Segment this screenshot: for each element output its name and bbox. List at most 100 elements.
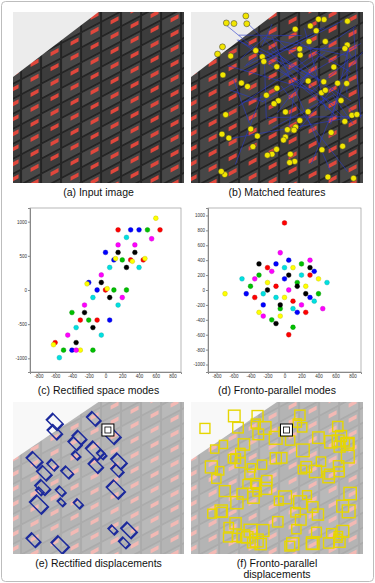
rack-light <box>13 144 19 152</box>
scatter-point <box>99 280 104 285</box>
feature-point <box>261 58 267 64</box>
displacement-box <box>88 458 103 473</box>
rack-light <box>191 114 197 122</box>
feature-point <box>307 23 313 29</box>
rack-light <box>249 172 257 180</box>
displacement-box <box>68 437 82 451</box>
rack-light <box>329 160 337 168</box>
rack-unit <box>182 75 184 99</box>
x-tick: 600 <box>153 372 161 379</box>
displacement-box <box>37 466 52 481</box>
rack-light <box>171 59 179 67</box>
match-line <box>237 40 309 77</box>
scatter-point <box>278 314 283 319</box>
rack-light <box>51 93 59 101</box>
rack-unit <box>182 150 184 174</box>
scatter-point <box>130 259 135 264</box>
x-tick-label: 600 <box>153 374 161 379</box>
rack-light <box>171 134 179 142</box>
displacement-box <box>228 410 240 422</box>
displacement-box <box>237 489 248 500</box>
rack-unit <box>182 120 184 144</box>
feature-point <box>354 111 360 117</box>
scatter-point <box>85 281 90 286</box>
scatter-point <box>252 276 257 281</box>
y-tick-mark <box>206 290 208 291</box>
rack-light <box>269 42 277 50</box>
rack-unit <box>340 160 359 183</box>
scatter-point <box>223 291 228 296</box>
rack-light <box>289 136 297 144</box>
photo <box>191 12 363 183</box>
rack-unit <box>42 179 61 183</box>
photo-background <box>191 402 363 554</box>
displacement-box <box>26 452 42 468</box>
rack-light <box>71 157 79 165</box>
y-tick-label: 400 <box>197 258 205 263</box>
rack-light <box>31 89 39 97</box>
rack-light <box>91 147 99 155</box>
scatter-point <box>291 265 296 270</box>
photo-background <box>191 12 363 183</box>
scatter-point <box>65 333 70 338</box>
rack-unit <box>142 171 161 183</box>
feature-point <box>226 135 232 141</box>
rack-light <box>209 89 217 97</box>
scatter-point <box>308 258 313 263</box>
y-tick: -200 <box>196 303 208 308</box>
y-tick-label: -1000 <box>15 356 27 361</box>
rack-light <box>91 162 99 170</box>
rack-unit <box>360 135 363 159</box>
rack-light <box>249 112 257 120</box>
scatter-point <box>274 284 279 289</box>
rack-light <box>289 16 297 24</box>
feature-point <box>274 85 280 91</box>
scatter-point <box>282 276 287 281</box>
displacement-box <box>325 436 337 448</box>
displacement-box <box>72 451 81 460</box>
displacement-box <box>312 509 323 520</box>
displacement-box <box>312 527 322 537</box>
y-axis: -1000-800-600-400-20002004006008001000 <box>193 209 208 373</box>
rack-light <box>111 76 119 84</box>
feature-point <box>250 144 256 150</box>
rack-light <box>151 70 159 78</box>
rack-light <box>13 129 19 137</box>
scatter-point <box>120 295 125 300</box>
plot-frame <box>208 208 361 372</box>
displacement-box <box>324 538 334 548</box>
rack-light <box>31 119 39 127</box>
scatter-point <box>91 295 96 300</box>
displacement-box <box>237 530 250 543</box>
displacement-box <box>107 480 126 499</box>
match-line <box>297 53 325 71</box>
rack-light <box>71 127 79 135</box>
y-axis-line <box>28 209 31 373</box>
y-tick-mark <box>206 245 208 246</box>
rack-unit <box>360 30 363 54</box>
scatter-point <box>303 284 308 289</box>
displacement-box <box>250 534 263 547</box>
x-tick-label: 0 <box>284 374 287 379</box>
rack-light <box>91 27 99 35</box>
displacement-box <box>35 480 50 495</box>
scatter-point <box>107 295 112 300</box>
scatter-point <box>99 273 104 278</box>
match-line <box>246 57 257 65</box>
feature-point <box>319 147 325 153</box>
feature-point <box>344 80 350 86</box>
scatter-point <box>316 276 321 281</box>
scatter-point <box>132 250 137 255</box>
scatter-point <box>261 314 266 319</box>
scatter-point <box>261 291 266 296</box>
x-tick-label: 200 <box>119 374 127 379</box>
scatter-point <box>316 291 321 296</box>
displacement-box <box>294 496 307 509</box>
photo-fade <box>13 402 184 554</box>
scatter-point <box>286 332 291 337</box>
rack-light <box>329 12 337 18</box>
rack-light <box>229 153 237 161</box>
photo-wall <box>13 12 99 77</box>
scatter-point <box>132 243 137 248</box>
rack-light <box>51 123 59 131</box>
